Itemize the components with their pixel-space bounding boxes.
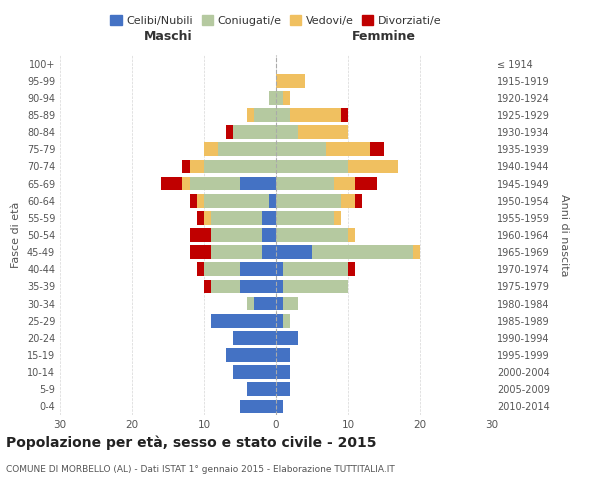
Bar: [290, 108, 341, 122]
Bar: [298, 126, 348, 139]
Bar: [276, 91, 283, 104]
Bar: [254, 296, 276, 310]
Bar: [204, 211, 211, 224]
Bar: [276, 296, 283, 310]
Bar: [262, 246, 276, 259]
Bar: [233, 331, 276, 344]
Bar: [182, 176, 190, 190]
Bar: [218, 142, 276, 156]
Bar: [211, 246, 262, 259]
Bar: [233, 366, 276, 379]
Bar: [276, 126, 298, 139]
Text: Femmine: Femmine: [352, 30, 416, 43]
Bar: [348, 160, 398, 173]
Bar: [276, 314, 283, 328]
Bar: [276, 262, 283, 276]
Bar: [233, 126, 276, 139]
Bar: [276, 74, 305, 88]
Bar: [182, 160, 190, 173]
Bar: [276, 331, 298, 344]
Bar: [348, 228, 355, 242]
Bar: [276, 176, 334, 190]
Bar: [204, 142, 218, 156]
Bar: [161, 176, 182, 190]
Bar: [240, 400, 276, 413]
Bar: [269, 91, 276, 104]
Bar: [197, 262, 204, 276]
Bar: [190, 176, 240, 190]
Bar: [262, 228, 276, 242]
Bar: [370, 142, 384, 156]
Bar: [190, 246, 211, 259]
Bar: [283, 314, 290, 328]
Bar: [283, 296, 298, 310]
Bar: [240, 262, 276, 276]
Bar: [226, 348, 276, 362]
Bar: [276, 108, 290, 122]
Bar: [204, 160, 276, 173]
Bar: [211, 280, 240, 293]
Bar: [276, 228, 348, 242]
Bar: [211, 211, 262, 224]
Bar: [276, 160, 348, 173]
Bar: [283, 280, 348, 293]
Bar: [276, 348, 290, 362]
Bar: [276, 382, 290, 396]
Text: Maschi: Maschi: [143, 30, 193, 43]
Bar: [211, 314, 276, 328]
Bar: [254, 108, 276, 122]
Bar: [276, 246, 312, 259]
Bar: [197, 194, 204, 207]
Bar: [276, 142, 326, 156]
Bar: [413, 246, 420, 259]
Bar: [269, 194, 276, 207]
Y-axis label: Fasce di età: Fasce di età: [11, 202, 21, 268]
Bar: [190, 228, 211, 242]
Bar: [197, 211, 204, 224]
Bar: [247, 382, 276, 396]
Bar: [211, 228, 262, 242]
Bar: [204, 280, 211, 293]
Bar: [240, 176, 276, 190]
Bar: [334, 211, 341, 224]
Bar: [355, 176, 377, 190]
Bar: [348, 262, 355, 276]
Bar: [312, 246, 413, 259]
Bar: [204, 194, 269, 207]
Bar: [341, 194, 355, 207]
Bar: [204, 262, 240, 276]
Bar: [341, 108, 348, 122]
Bar: [247, 108, 254, 122]
Bar: [276, 366, 290, 379]
Bar: [355, 194, 362, 207]
Bar: [240, 280, 276, 293]
Legend: Celibi/Nubili, Coniugati/e, Vedovi/e, Divorziati/e: Celibi/Nubili, Coniugati/e, Vedovi/e, Di…: [106, 10, 446, 30]
Bar: [190, 194, 197, 207]
Bar: [326, 142, 370, 156]
Bar: [276, 400, 283, 413]
Bar: [247, 296, 254, 310]
Bar: [283, 262, 348, 276]
Bar: [276, 194, 341, 207]
Bar: [226, 126, 233, 139]
Bar: [283, 91, 290, 104]
Text: Popolazione per età, sesso e stato civile - 2015: Popolazione per età, sesso e stato civil…: [6, 435, 377, 450]
Bar: [334, 176, 355, 190]
Bar: [262, 211, 276, 224]
Bar: [276, 280, 283, 293]
Y-axis label: Anni di nascita: Anni di nascita: [559, 194, 569, 276]
Text: COMUNE DI MORBELLO (AL) - Dati ISTAT 1° gennaio 2015 - Elaborazione TUTTITALIA.I: COMUNE DI MORBELLO (AL) - Dati ISTAT 1° …: [6, 465, 395, 474]
Bar: [190, 160, 204, 173]
Bar: [276, 211, 334, 224]
